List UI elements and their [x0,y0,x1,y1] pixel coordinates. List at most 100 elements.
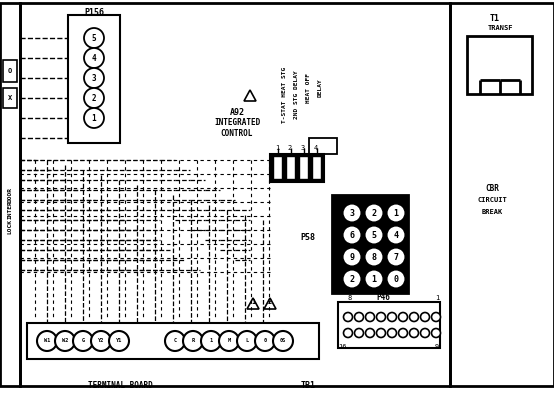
Text: TERMINAL BOARD: TERMINAL BOARD [88,380,152,389]
Circle shape [365,226,383,245]
Circle shape [84,108,104,128]
Text: 2: 2 [288,145,292,151]
Circle shape [366,329,375,337]
Text: 2: 2 [372,209,377,218]
Text: 9: 9 [435,344,439,350]
Bar [309,138,337,154]
Bar [273,156,282,179]
Circle shape [398,329,408,337]
Bar [68,15,120,143]
Circle shape [366,312,375,322]
Text: HEAT OFF: HEAT OFF [305,73,310,103]
Text: P156: P156 [84,8,104,17]
Circle shape [387,203,406,222]
Text: 2: 2 [92,94,96,102]
Text: 1: 1 [275,145,279,151]
Circle shape [109,331,129,351]
Text: 1: 1 [393,209,398,218]
Bar [27,323,319,359]
Text: T1: T1 [490,13,500,23]
Bar [3,88,17,108]
Text: 5: 5 [92,34,96,43]
Text: 3: 3 [92,73,96,83]
Text: X: X [8,95,12,101]
Bar [0,3,20,386]
Text: 4: 4 [314,145,318,151]
Circle shape [365,269,383,288]
Text: A92: A92 [229,107,244,117]
Circle shape [387,329,397,337]
Text: DOOR: DOOR [8,186,13,201]
Bar [450,3,554,386]
Text: CBR: CBR [485,184,499,192]
Circle shape [273,331,293,351]
Circle shape [84,88,104,108]
Circle shape [355,312,363,322]
Bar [3,60,17,82]
Text: M: M [228,339,230,344]
Text: R: R [192,339,194,344]
Circle shape [398,312,408,322]
Circle shape [387,312,397,322]
Bar [312,156,321,179]
Circle shape [37,331,57,351]
Text: CONTROL: CONTROL [221,128,253,137]
Circle shape [377,329,386,337]
Circle shape [409,312,418,322]
Circle shape [365,203,383,222]
Text: 7: 7 [393,252,398,261]
Text: 1: 1 [435,295,439,301]
Text: DELAY: DELAY [317,79,322,98]
Circle shape [342,203,362,222]
Text: 16: 16 [338,344,346,350]
Circle shape [420,312,429,322]
Text: 1: 1 [372,275,377,284]
Circle shape [420,329,429,337]
Text: W2: W2 [62,339,68,344]
Circle shape [409,329,418,337]
Circle shape [255,331,275,351]
Text: 0: 0 [393,275,398,284]
Circle shape [342,226,362,245]
Circle shape [84,68,104,88]
Text: BREAK: BREAK [481,209,502,215]
Circle shape [219,331,239,351]
Text: 3: 3 [301,145,305,151]
Circle shape [237,331,257,351]
Text: P46: P46 [376,293,390,303]
Circle shape [201,331,221,351]
Text: 4: 4 [393,231,398,239]
Circle shape [342,248,362,267]
Text: Y2: Y2 [98,339,104,344]
Bar [467,36,532,94]
Text: 1: 1 [92,113,96,122]
Text: 1: 1 [209,339,213,344]
Circle shape [183,331,203,351]
Text: P58: P58 [300,233,315,241]
Text: 9: 9 [350,252,355,261]
Text: CIRCUIT: CIRCUIT [477,197,507,203]
Text: 0S: 0S [280,339,286,344]
Text: G: G [81,339,85,344]
Circle shape [355,329,363,337]
Text: C: C [173,339,177,344]
Text: T-STAT HEAT STG: T-STAT HEAT STG [281,67,286,123]
Text: 4: 4 [92,53,96,62]
Circle shape [343,329,352,337]
Circle shape [387,269,406,288]
Text: O: O [8,68,12,74]
Circle shape [387,226,406,245]
Text: 2: 2 [268,299,272,305]
Circle shape [84,48,104,68]
Text: 2: 2 [350,275,355,284]
Circle shape [91,331,111,351]
Circle shape [432,329,440,337]
Circle shape [165,331,185,351]
Text: 3: 3 [350,209,355,218]
Text: TB1: TB1 [300,380,315,389]
Circle shape [55,331,75,351]
Circle shape [343,312,352,322]
Circle shape [387,248,406,267]
Bar [332,195,408,293]
Circle shape [377,312,386,322]
